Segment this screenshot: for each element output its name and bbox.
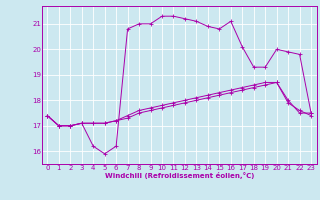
X-axis label: Windchill (Refroidissement éolien,°C): Windchill (Refroidissement éolien,°C)	[105, 172, 254, 179]
